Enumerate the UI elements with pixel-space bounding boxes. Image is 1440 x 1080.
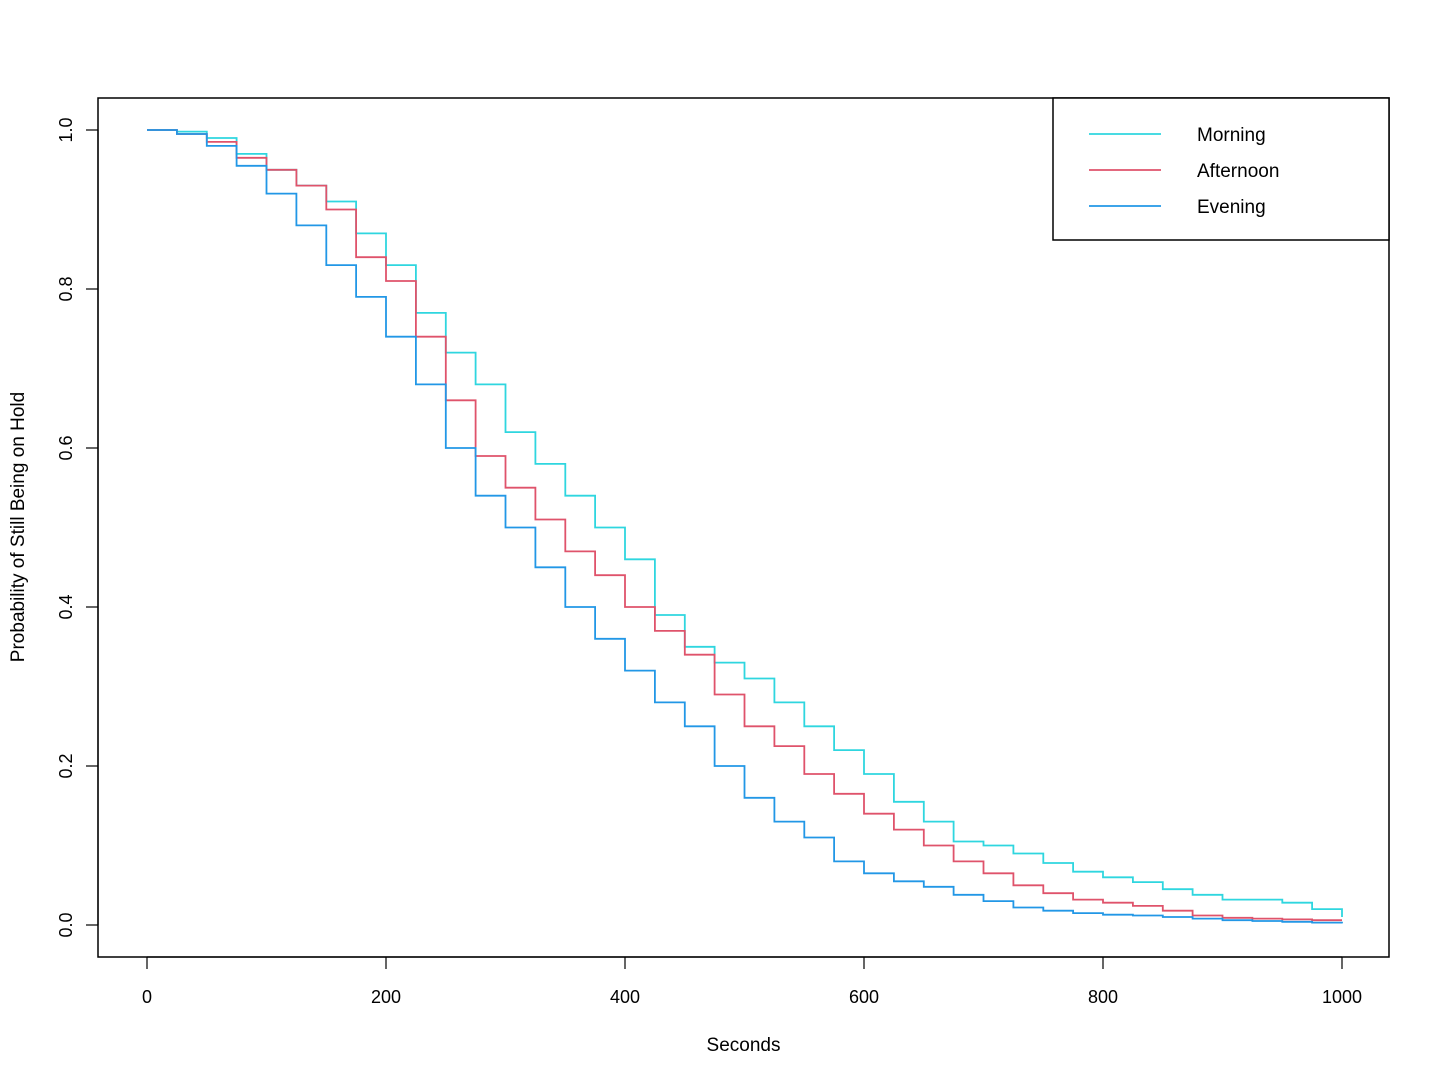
- series-line-morning: [147, 129, 1343, 917]
- x-axis: 0 200 400 600 800 1000: [142, 956, 1362, 1007]
- legend-box: [1052, 97, 1390, 241]
- y-tick-label: 0.4: [56, 594, 76, 619]
- legend-label-evening: Evening: [1197, 197, 1266, 218]
- legend-label-afternoon: Afternoon: [1197, 161, 1279, 182]
- y-tick-label: 0.2: [56, 753, 76, 778]
- y-tick-label: 0.0: [56, 912, 76, 937]
- plot-lines: [147, 129, 1343, 924]
- y-tick-label: 1.0: [56, 117, 76, 142]
- legend: Morning Afternoon Evening: [1052, 97, 1390, 241]
- series-line-afternoon: [147, 129, 1342, 922]
- x-axis-title: Seconds: [707, 1035, 781, 1056]
- legend-label-morning: Morning: [1197, 125, 1266, 146]
- x-tick-label: 600: [849, 987, 879, 1007]
- x-tick-label: 800: [1088, 987, 1118, 1007]
- x-tick-label: 0: [142, 987, 152, 1007]
- y-tick-label: 0.6: [56, 435, 76, 460]
- y-tick-label: 0.8: [56, 276, 76, 301]
- series-line-evening: [147, 129, 1343, 924]
- x-tick-label: 1000: [1322, 987, 1362, 1007]
- y-axis: 0.0 0.2 0.4 0.6 0.8 1.0: [56, 117, 99, 938]
- x-tick-label: 200: [371, 987, 401, 1007]
- y-axis-title: Probability of Still Being on Hold: [8, 392, 29, 662]
- x-tick-label: 400: [610, 987, 640, 1007]
